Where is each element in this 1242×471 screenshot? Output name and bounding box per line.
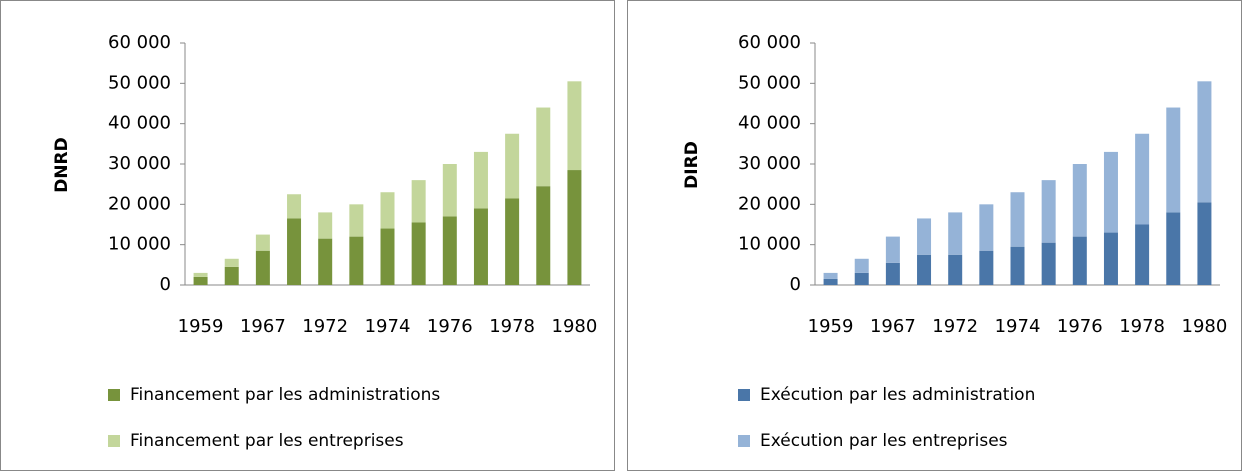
legend-swatch — [738, 389, 750, 401]
x-tick-label: 1976 — [427, 316, 473, 337]
bar-segment — [1135, 224, 1150, 285]
bar-segment — [536, 186, 551, 285]
bar-segment — [1041, 242, 1056, 285]
y-tick-label: 20 000 — [738, 193, 801, 214]
x-tick-label: 1974 — [995, 316, 1041, 337]
bar-segment — [1166, 107, 1181, 213]
bar-segment — [1103, 232, 1118, 285]
bar-segment — [536, 107, 551, 187]
x-tick-label: 1976 — [1057, 316, 1103, 337]
legend-label: Exécution par les administration — [760, 385, 1035, 405]
bar-segment — [948, 254, 963, 285]
bar-segment — [224, 258, 239, 267]
bar-segment — [917, 254, 932, 285]
y-axis-label: DIRD — [682, 141, 702, 189]
legend-swatch — [108, 435, 120, 447]
y-tick-label: 20 000 — [108, 193, 171, 214]
bar-segment — [823, 278, 838, 285]
bar-segment — [1103, 151, 1118, 233]
bar-segment — [567, 170, 582, 285]
bar-segment — [255, 234, 270, 251]
y-tick-label: 10 000 — [738, 234, 801, 255]
bar-segment — [1072, 164, 1087, 237]
bar-segment — [318, 238, 333, 285]
x-tick-label: 1972 — [932, 316, 978, 337]
y-axis-label: DNRD — [52, 137, 72, 193]
legend-label: Financement par les entreprises — [130, 431, 404, 451]
x-tick-label: 1978 — [1119, 316, 1165, 337]
y-tick-label: 40 000 — [108, 113, 171, 134]
bar-segment — [823, 272, 838, 279]
x-tick-label: 1978 — [489, 316, 535, 337]
bar-segment — [193, 276, 208, 285]
y-tick-label: 0 — [790, 274, 801, 295]
y-tick-label: 30 000 — [108, 153, 171, 174]
bar-segment — [854, 272, 869, 285]
bar-segment — [442, 216, 457, 285]
y-tick-label: 50 000 — [108, 72, 171, 93]
bar-segment — [567, 81, 582, 171]
bar-segment — [979, 204, 994, 251]
bar-segment — [287, 218, 302, 285]
bar-segment — [255, 250, 270, 285]
legend-swatch — [738, 435, 750, 447]
y-tick-label: 10 000 — [108, 234, 171, 255]
bar-segment — [349, 204, 364, 237]
x-tick-label: 1972 — [302, 316, 348, 337]
bar-segment — [979, 250, 994, 285]
bar-segment — [505, 198, 520, 285]
bar-segment — [380, 228, 395, 285]
bar-segment — [1166, 212, 1181, 285]
bar-segment — [505, 133, 520, 199]
y-tick-label: 60 000 — [738, 32, 801, 53]
y-tick-label: 60 000 — [108, 32, 171, 53]
bar-segment — [287, 194, 302, 219]
bar-segment — [1197, 81, 1212, 203]
bar-segment — [442, 164, 457, 217]
x-tick-label: 1967 — [240, 316, 286, 337]
bar-segment — [473, 208, 488, 285]
bar-segment — [349, 236, 364, 285]
legend-label: Exécution par les entreprises — [760, 431, 1008, 451]
x-tick-label: 1959 — [808, 316, 854, 337]
bar-segment — [917, 218, 932, 255]
bar-segment — [318, 212, 333, 239]
bar-segment — [411, 180, 426, 223]
x-tick-label: 1959 — [178, 316, 224, 337]
bar-segment — [224, 266, 239, 285]
x-tick-label: 1980 — [552, 316, 598, 337]
x-tick-label: 1974 — [365, 316, 411, 337]
y-tick-label: 0 — [160, 274, 171, 295]
bar-segment — [854, 258, 869, 273]
bar-segment — [1010, 246, 1025, 285]
y-tick-label: 40 000 — [738, 113, 801, 134]
y-tick-label: 50 000 — [738, 72, 801, 93]
x-tick-label: 1980 — [1182, 316, 1228, 337]
bar-segment — [948, 212, 963, 255]
bar-segment — [1135, 133, 1150, 225]
legend-label: Financement par les administrations — [130, 385, 440, 405]
legend-swatch — [108, 389, 120, 401]
bar-segment — [885, 236, 900, 263]
bar-segment — [1041, 180, 1056, 243]
bar-segment — [380, 192, 395, 229]
bar-segment — [473, 151, 488, 209]
bar-segment — [1072, 236, 1087, 285]
bar-segment — [1010, 192, 1025, 247]
x-tick-label: 1967 — [870, 316, 916, 337]
y-tick-label: 30 000 — [738, 153, 801, 174]
bar-segment — [193, 272, 208, 277]
bar-segment — [885, 262, 900, 285]
bar-segment — [411, 222, 426, 285]
bar-segment — [1197, 202, 1212, 285]
